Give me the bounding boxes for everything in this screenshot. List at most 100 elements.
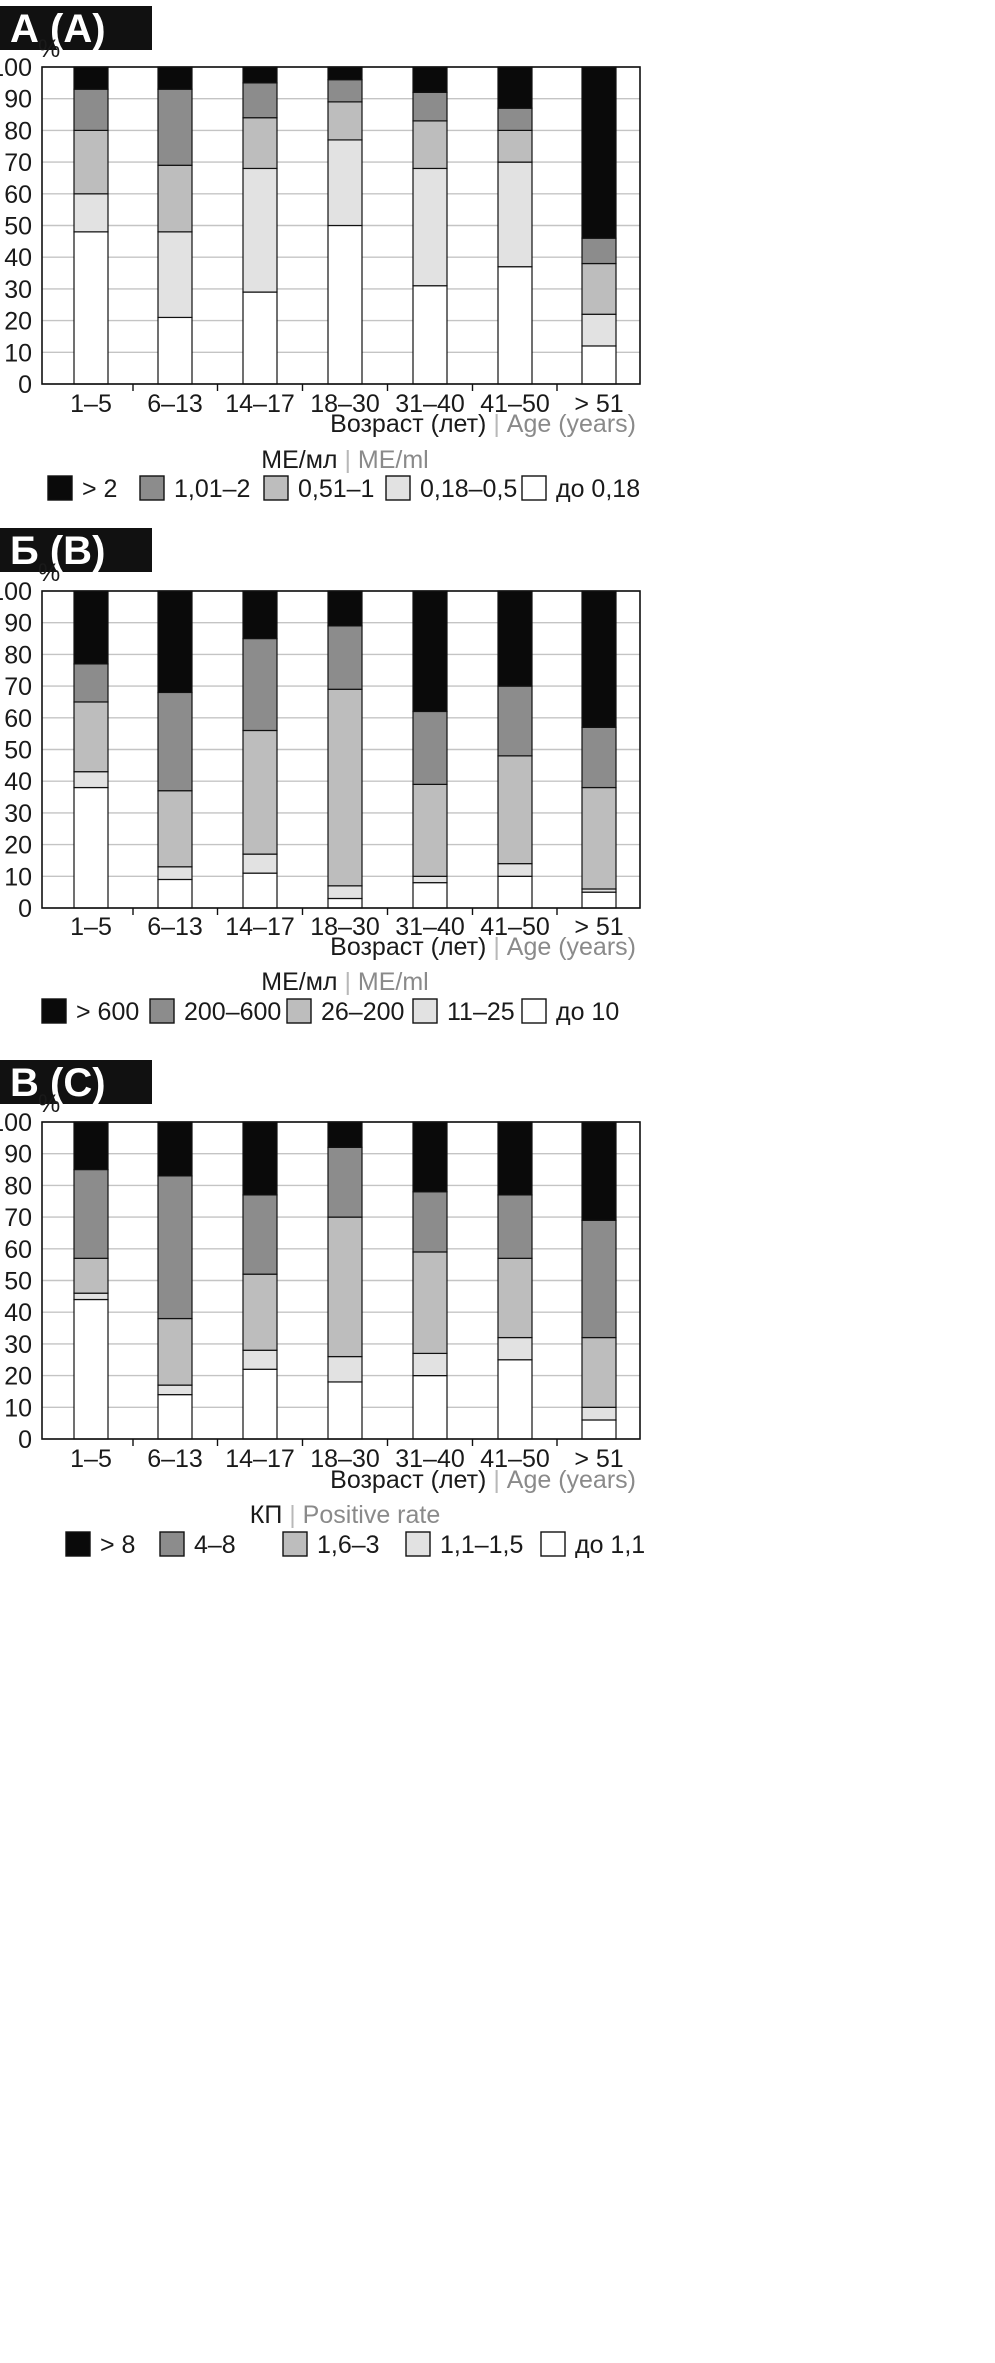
y-tick-label: 60: [4, 1236, 32, 1264]
bar-segment: [157, 878, 193, 909]
panel-label: Б (B): [10, 529, 105, 573]
bar-segment: [327, 1121, 363, 1148]
y-tick-label: 20: [4, 832, 32, 860]
bar-segment: [327, 66, 363, 81]
y-tick-label: 90: [4, 86, 32, 114]
legend-item: 4–8: [159, 1531, 236, 1559]
bar-segment: [73, 1292, 109, 1301]
x-tick-label: 18–30: [310, 390, 380, 418]
legend-swatch: [540, 1531, 566, 1557]
legend-item: 11–25: [412, 998, 515, 1026]
panel-label-background: [0, 1060, 152, 1104]
legend-item: > 600: [41, 998, 139, 1026]
x-tick-label: 6–13: [147, 390, 203, 418]
legend-swatch: [521, 998, 547, 1024]
bar-segment: [497, 863, 533, 877]
bar-segment: [73, 701, 109, 773]
bar-segment: [497, 1194, 533, 1259]
legend-item: 1,1–1,5: [405, 1531, 523, 1559]
legend-title-separator: |: [344, 968, 351, 996]
bar-segment: [581, 1406, 617, 1421]
bar-segment: [412, 66, 448, 93]
bar-segment: [242, 1273, 278, 1351]
bar-segment: [157, 1317, 193, 1386]
y-tick-label: 80: [4, 117, 32, 145]
bar-segment: [73, 771, 109, 789]
x-axis-label-separator: |: [493, 410, 500, 438]
bar-segment: [497, 875, 533, 909]
bar-segment: [157, 1394, 193, 1440]
legend-item: 1,01–2: [139, 475, 250, 503]
bar-segment: [412, 91, 448, 122]
legend-label: до 0,18: [556, 475, 640, 503]
bar-segment: [327, 101, 363, 141]
bar-segment: [497, 66, 533, 109]
y-tick-label: 70: [4, 673, 32, 701]
bar-segment: [497, 685, 533, 757]
legend-swatch: [47, 475, 73, 501]
legend-item: 1,6–3: [282, 1531, 380, 1559]
x-axis-label-en: Age (years): [500, 410, 636, 438]
y-tick-label: 90: [4, 610, 32, 638]
bar-segment: [157, 66, 193, 90]
legend-swatch: [282, 1531, 308, 1557]
bar-segment: [242, 872, 278, 909]
y-tick-label: 20: [4, 1363, 32, 1391]
bar-segment: [581, 66, 617, 239]
y-tick-label: 30: [4, 276, 32, 304]
bar-segment: [327, 79, 363, 103]
y-tick-label: 80: [4, 1172, 32, 1200]
x-tick-label: 31–40: [395, 390, 465, 418]
legend-swatch: [521, 475, 547, 501]
y-tick-label: 100: [0, 1109, 32, 1137]
bar-segment: [242, 729, 278, 855]
x-tick-label: 41–50: [480, 390, 550, 418]
legend-label: 200–600: [184, 998, 281, 1026]
legend-title-separator: |: [289, 1501, 296, 1529]
x-tick-label: 18–30: [310, 1445, 380, 1473]
y-tick-label: 60: [4, 181, 32, 209]
x-tick-label: 31–40: [395, 1445, 465, 1473]
legend-swatch: [149, 998, 175, 1024]
chart-panel-3: В (C)% 0 10 20 30 40 50 60 70 80 90 100 1–5 6–13 14–17…: [0, 1060, 645, 1559]
legend-title-ru: МЕ/мл: [261, 968, 344, 996]
y-tick-label: 40: [4, 1299, 32, 1327]
bar-segment: [412, 875, 448, 884]
y-tick-label: 70: [4, 149, 32, 177]
y-tick-label: 90: [4, 1141, 32, 1169]
legend-title-en: ME/ml: [351, 968, 429, 996]
bar-segment: [242, 590, 278, 640]
bar-segment: [581, 345, 617, 385]
y-tick-label: 50: [4, 213, 32, 241]
bar-segment: [73, 1298, 109, 1440]
bar-segment: [157, 88, 193, 166]
bar-segment: [157, 231, 193, 319]
legend-swatch: [159, 1531, 185, 1557]
bar-segment: [581, 1219, 617, 1339]
legend-label: 4–8: [194, 1531, 236, 1559]
legend-label: 1,1–1,5: [440, 1531, 523, 1559]
bar-segment: [412, 1251, 448, 1355]
bar-segment: [73, 129, 109, 195]
bar-segment: [581, 726, 617, 789]
x-axis-label: Возраст (лет) | Age (years): [330, 933, 636, 961]
x-axis-label-separator: |: [493, 1466, 500, 1494]
bar-segment: [581, 1419, 617, 1440]
legend-item: до 0,18: [521, 475, 640, 503]
y-tick-label: 50: [4, 1268, 32, 1296]
x-tick-label: 1–5: [70, 390, 112, 418]
legend-label: 0,18–0,5: [420, 475, 517, 503]
legend-swatch: [263, 475, 289, 501]
legend-swatch: [405, 1531, 431, 1557]
x-tick-label: 31–40: [395, 913, 465, 941]
y-tick-label: 60: [4, 705, 32, 733]
bar-segment: [327, 897, 363, 909]
bar-segment: [327, 1216, 363, 1358]
bar-segment: [497, 1257, 533, 1339]
x-tick-label: 1–5: [70, 913, 112, 941]
x-axis-label-ru: Возраст (лет): [330, 933, 493, 961]
bar-segment: [497, 266, 533, 385]
bar-segment: [497, 1359, 533, 1440]
bar-segment: [412, 120, 448, 170]
y-tick-label: 10: [4, 863, 32, 891]
